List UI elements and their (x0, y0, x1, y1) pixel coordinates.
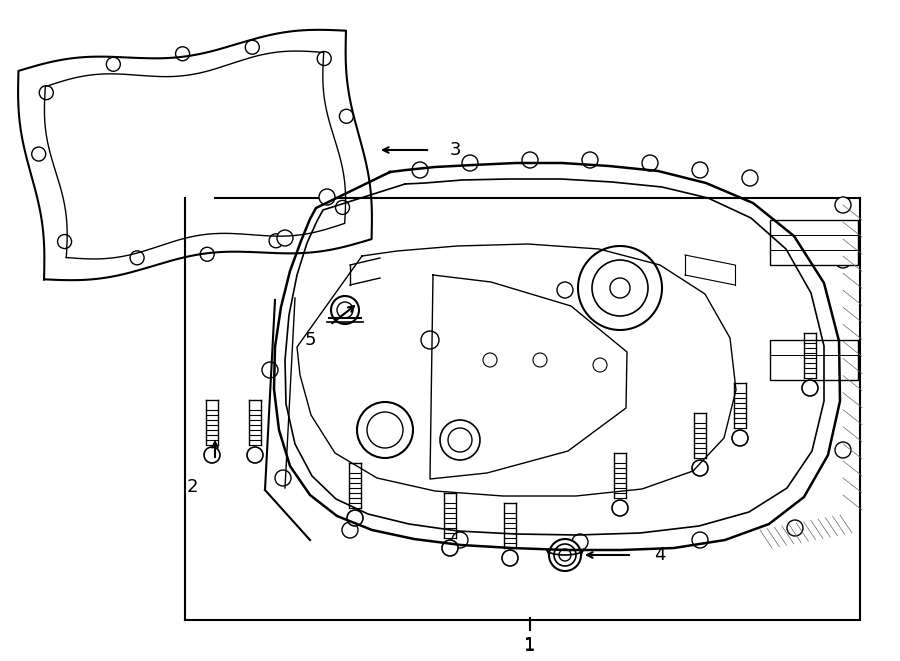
Circle shape (275, 470, 291, 486)
Polygon shape (770, 340, 858, 380)
Circle shape (317, 52, 331, 65)
Circle shape (277, 230, 293, 246)
Circle shape (593, 358, 607, 372)
Text: 1: 1 (525, 636, 535, 654)
Circle shape (835, 197, 851, 213)
Circle shape (367, 412, 403, 448)
Circle shape (732, 430, 748, 446)
Circle shape (610, 278, 630, 298)
Circle shape (452, 532, 468, 548)
Circle shape (246, 40, 259, 54)
Circle shape (572, 534, 588, 550)
Circle shape (522, 152, 538, 168)
Circle shape (835, 442, 851, 458)
Circle shape (176, 47, 190, 61)
Circle shape (483, 353, 497, 367)
Circle shape (331, 296, 359, 324)
Circle shape (342, 522, 358, 538)
Text: 4: 4 (654, 546, 666, 564)
Circle shape (692, 460, 708, 476)
Text: 5: 5 (304, 331, 316, 349)
Circle shape (578, 246, 662, 330)
Polygon shape (770, 220, 858, 265)
Circle shape (742, 170, 758, 186)
Circle shape (557, 282, 573, 298)
Circle shape (440, 420, 480, 460)
Circle shape (448, 428, 472, 452)
Circle shape (549, 539, 581, 571)
Circle shape (262, 362, 278, 378)
Circle shape (612, 500, 628, 516)
Circle shape (319, 189, 335, 205)
Circle shape (559, 549, 571, 561)
Text: 3: 3 (449, 141, 461, 159)
Circle shape (835, 342, 851, 358)
Circle shape (58, 235, 72, 249)
Text: 2: 2 (186, 478, 198, 496)
Circle shape (32, 147, 46, 161)
Circle shape (502, 550, 518, 566)
Circle shape (336, 200, 349, 214)
Circle shape (592, 260, 648, 316)
Circle shape (582, 152, 598, 168)
Circle shape (802, 380, 818, 396)
Circle shape (347, 510, 363, 526)
Circle shape (462, 155, 478, 171)
Circle shape (204, 447, 220, 463)
Circle shape (533, 353, 547, 367)
Circle shape (787, 520, 803, 536)
Text: 1: 1 (525, 637, 535, 655)
Circle shape (412, 162, 428, 178)
Circle shape (642, 155, 658, 171)
Circle shape (269, 234, 284, 248)
Circle shape (130, 251, 144, 265)
Circle shape (40, 86, 53, 100)
Circle shape (339, 109, 354, 123)
Circle shape (337, 302, 353, 318)
Circle shape (200, 247, 214, 261)
Circle shape (554, 544, 576, 566)
Circle shape (692, 162, 708, 178)
Circle shape (357, 402, 413, 458)
Circle shape (106, 58, 121, 71)
Circle shape (421, 331, 439, 349)
Circle shape (247, 447, 263, 463)
Circle shape (692, 532, 708, 548)
Circle shape (835, 252, 851, 268)
Circle shape (442, 540, 458, 556)
